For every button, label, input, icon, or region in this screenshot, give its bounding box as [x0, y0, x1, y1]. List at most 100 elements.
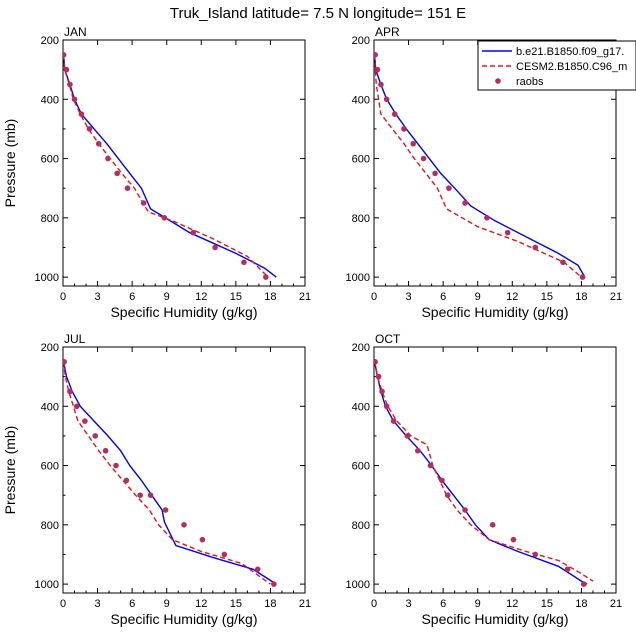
cesm2-line — [374, 54, 582, 278]
raobs-point — [113, 462, 119, 469]
y-tick-label: 1000 — [35, 272, 59, 284]
raobs-point — [427, 462, 434, 469]
panels-group: 0 3 6 9 12 15 18 212004006008001000JANSpecific … — [2, 25, 622, 627]
x-tick-label: 15 — [541, 598, 553, 610]
x-tick-label: 6 — [440, 291, 446, 303]
cesm2-line — [63, 54, 269, 278]
x-tick-label: 21 — [610, 291, 622, 303]
raobs-point — [263, 274, 269, 280]
panel-label: JAN — [64, 25, 87, 39]
raobs-point — [374, 52, 378, 58]
x-axis-label: Specific Humidity (g/kg) — [421, 304, 568, 320]
x-tick-label: 0 — [60, 291, 66, 303]
x-tick-label: 6 — [129, 598, 135, 610]
y-axis-label: Pressure (mb) — [2, 426, 18, 515]
raobs-point — [221, 551, 228, 558]
raobs-point — [78, 111, 85, 117]
raobs-point — [439, 477, 445, 484]
raobs-point — [532, 244, 539, 251]
x-tick-label: 3 — [95, 598, 101, 610]
x-tick-label: 18 — [264, 598, 276, 610]
plot-frame — [373, 346, 617, 594]
y-tick-label: 400 — [41, 94, 59, 106]
y-tick-label: 600 — [352, 154, 370, 166]
panel-label: JUL — [64, 332, 86, 346]
legend-entry: CESM2.B1850.C96_m — [516, 61, 627, 73]
x-axis-label: Specific Humidity (g/kg) — [110, 611, 257, 627]
legend-marker — [495, 78, 501, 84]
raobs-point — [199, 536, 206, 543]
plot-frame — [62, 346, 306, 594]
raobs-point — [67, 81, 73, 88]
x-axis-label: Specific Humidity (g/kg) — [110, 304, 257, 320]
raobs-point — [374, 359, 378, 365]
b-e21-line — [63, 54, 277, 278]
raobs-point — [504, 229, 511, 236]
y-tick-label: 800 — [352, 520, 370, 532]
panel-label: OCT — [375, 332, 401, 346]
x-tick-label: 9 — [475, 598, 481, 610]
x-tick-label: 0 — [371, 598, 377, 610]
raobs-point — [410, 140, 416, 147]
x-tick-label: 3 — [95, 291, 101, 303]
x-tick-label: 15 — [230, 291, 242, 303]
raobs-point — [391, 111, 398, 117]
raobs-point — [63, 359, 67, 365]
legend: b.e21.B1850.f09_g17. CESM2.B1850.C96_mrao… — [477, 40, 636, 91]
b-e21-line — [374, 361, 588, 585]
x-tick-label: 12 — [195, 598, 207, 610]
x-tick-label: 3 — [406, 598, 412, 610]
raobs-point — [462, 507, 468, 513]
raobs-point — [271, 581, 277, 587]
raobs-point — [401, 126, 407, 132]
x-tick-label: 21 — [299, 598, 311, 610]
raobs-point — [241, 259, 247, 266]
x-tick-label: 9 — [164, 598, 170, 610]
y-tick-label: 400 — [41, 401, 59, 413]
y-tick-label: 800 — [41, 213, 59, 225]
raobs-point — [212, 244, 218, 251]
raobs-point — [378, 81, 384, 88]
panel-jul: 0 3 6 9 12 15 18 21 200 400 600 800 1000 JUL Specific … — [2, 332, 311, 627]
data-layer — [374, 359, 594, 587]
y-tick-label: 200 — [352, 35, 370, 47]
raobs-point — [71, 96, 78, 103]
y-tick-label: 800 — [41, 520, 59, 532]
raobs-point — [140, 200, 147, 206]
x-tick-label: 0 — [60, 598, 66, 610]
x-tick-label: 21 — [299, 291, 311, 303]
y-tick-label: 600 — [41, 154, 59, 166]
x-axis-label: Specific Humidity (g/kg) — [421, 611, 568, 627]
x-tick-label: 12 — [506, 598, 518, 610]
raobs-point — [162, 507, 169, 513]
raobs-point — [375, 373, 382, 380]
raobs-point — [74, 403, 80, 410]
cesm2-line — [63, 361, 271, 585]
x-tick-label: 15 — [230, 598, 242, 610]
raobs-point — [484, 215, 490, 221]
data-layer — [374, 52, 586, 280]
panel-jan: 0 3 6 9 12 15 18 21 200 400 600 800 1000 JAN Specific … — [2, 25, 311, 320]
raobs-point — [82, 418, 88, 424]
raobs-point — [92, 433, 99, 439]
x-tick-label: 6 — [440, 598, 446, 610]
raobs-point — [63, 52, 67, 58]
raobs-point — [105, 155, 111, 162]
raobs-point — [446, 185, 452, 191]
x-tick-label: 18 — [575, 598, 587, 610]
x-tick-label: 3 — [406, 291, 412, 303]
cesm2-line — [374, 361, 594, 582]
y-tick-label: 200 — [41, 35, 59, 47]
x-tick-label: 21 — [610, 598, 622, 610]
x-tick-label: 9 — [475, 291, 481, 303]
y-tick-label: 800 — [352, 213, 370, 225]
raobs-point — [404, 433, 411, 439]
raobs-point — [123, 477, 130, 484]
plot-frame — [62, 39, 306, 287]
data-layer — [63, 359, 277, 587]
raobs-point — [254, 566, 261, 573]
raobs-point — [95, 140, 102, 147]
x-tick-label: 15 — [541, 291, 553, 303]
raobs-point — [383, 96, 390, 103]
